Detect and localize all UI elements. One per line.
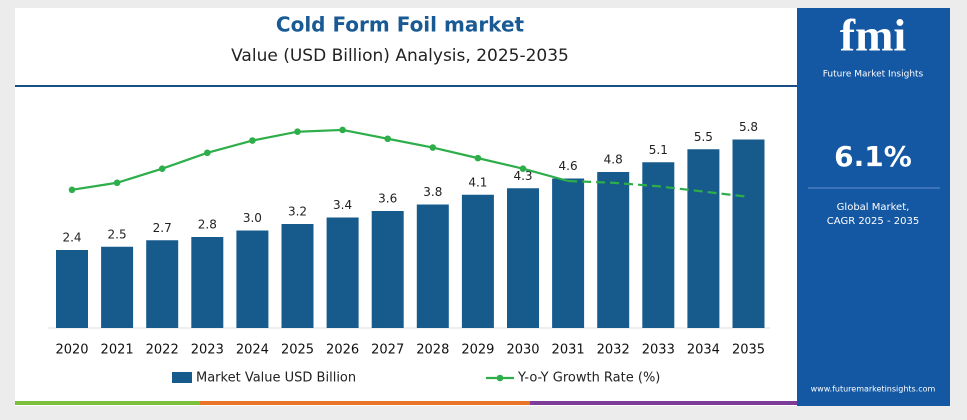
bar bbox=[687, 149, 720, 328]
x-tick-label: 2029 bbox=[461, 343, 494, 358]
brand-panel bbox=[797, 8, 950, 406]
x-tick-label: 2034 bbox=[687, 343, 720, 358]
cagr-caption: CAGR 2025 - 2035 bbox=[827, 216, 919, 227]
bar bbox=[326, 217, 359, 328]
legend-label: Market Value USD Billion bbox=[196, 371, 356, 386]
growth-point bbox=[519, 165, 527, 172]
x-tick-label: 2021 bbox=[101, 343, 134, 358]
bar bbox=[236, 230, 269, 328]
bar bbox=[597, 172, 630, 328]
bar-value-label: 2.8 bbox=[198, 218, 217, 232]
bar bbox=[101, 246, 134, 328]
x-tick-label: 2026 bbox=[326, 343, 359, 358]
bar bbox=[461, 194, 494, 328]
stripe bbox=[200, 401, 530, 405]
bar bbox=[642, 162, 675, 328]
x-tick-label: 2030 bbox=[506, 343, 539, 358]
bar-value-label: 2.7 bbox=[153, 221, 172, 235]
legend-swatch bbox=[172, 372, 192, 383]
growth-point bbox=[68, 186, 76, 194]
bar-value-label: 2.5 bbox=[108, 227, 127, 241]
growth-point bbox=[204, 149, 211, 157]
brand-name: Future Market Insights bbox=[823, 70, 924, 80]
x-tick-label: 2028 bbox=[416, 343, 449, 358]
legend-label: Y-o-Y Growth Rate (%) bbox=[517, 371, 660, 386]
bar-value-label: 2.4 bbox=[62, 231, 81, 245]
growth-line bbox=[568, 179, 749, 198]
bar-value-label: 4.8 bbox=[604, 153, 623, 167]
bar-value-label: 5.5 bbox=[694, 130, 713, 144]
stripe bbox=[15, 401, 200, 405]
x-tick-label: 2035 bbox=[732, 343, 765, 358]
bar bbox=[416, 204, 449, 328]
x-tick-label: 2023 bbox=[191, 343, 224, 358]
cagr-value: 6.1% bbox=[834, 140, 912, 173]
bar-value-label: 3.6 bbox=[378, 192, 397, 206]
bar bbox=[191, 237, 224, 328]
x-tick-label: 2031 bbox=[552, 343, 585, 358]
bar-value-label: 3.8 bbox=[423, 185, 442, 199]
growth-line bbox=[71, 128, 569, 191]
x-tick-label: 2020 bbox=[55, 343, 88, 358]
growth-point bbox=[249, 137, 256, 144]
legend-swatch bbox=[496, 374, 504, 382]
bar-value-label: 4.1 bbox=[468, 175, 487, 189]
x-tick-label: 2022 bbox=[146, 343, 179, 358]
growth-point bbox=[158, 165, 166, 172]
bar-value-label: 3.2 bbox=[288, 205, 307, 219]
chart-subtitle: Value (USD Billion) Analysis, 2025-2035 bbox=[231, 46, 569, 66]
x-tick-label: 2027 bbox=[371, 343, 404, 358]
x-tick-label: 2032 bbox=[597, 343, 630, 358]
growth-point bbox=[113, 179, 121, 187]
bar bbox=[146, 240, 179, 328]
bar-value-label: 4.3 bbox=[513, 169, 532, 183]
bar-value-label: 3.4 bbox=[333, 198, 352, 212]
growth-point bbox=[384, 135, 392, 143]
growth-point bbox=[339, 126, 346, 134]
bar-value-label: 5.8 bbox=[739, 120, 758, 134]
logo: fmi bbox=[840, 10, 907, 61]
cagr-caption: Global Market, bbox=[837, 202, 910, 213]
growth-point bbox=[429, 144, 437, 151]
bar bbox=[507, 188, 539, 328]
x-tick-label: 2025 bbox=[281, 343, 314, 358]
bar bbox=[56, 250, 88, 328]
x-tick-label: 2033 bbox=[642, 343, 675, 358]
bar bbox=[281, 224, 314, 328]
growth-point bbox=[474, 154, 482, 162]
bar-value-label: 5.1 bbox=[649, 143, 668, 157]
bar-value-label: 4.6 bbox=[559, 159, 578, 173]
plot: 2020 2.4 2021 2.5 2022 2.7 2023 2.8 2024 3.0 2025 3… bbox=[55, 120, 765, 386]
website: www.futuremarketinsights.com bbox=[811, 385, 936, 394]
bar-value-label: 3.0 bbox=[243, 211, 262, 225]
chart-title: Cold Form Foil market bbox=[276, 13, 525, 37]
stripe bbox=[530, 401, 797, 405]
x-tick-label: 2024 bbox=[236, 343, 269, 358]
bar bbox=[371, 211, 404, 328]
growth-point bbox=[294, 128, 301, 136]
bar bbox=[732, 139, 765, 328]
bar bbox=[552, 178, 585, 328]
